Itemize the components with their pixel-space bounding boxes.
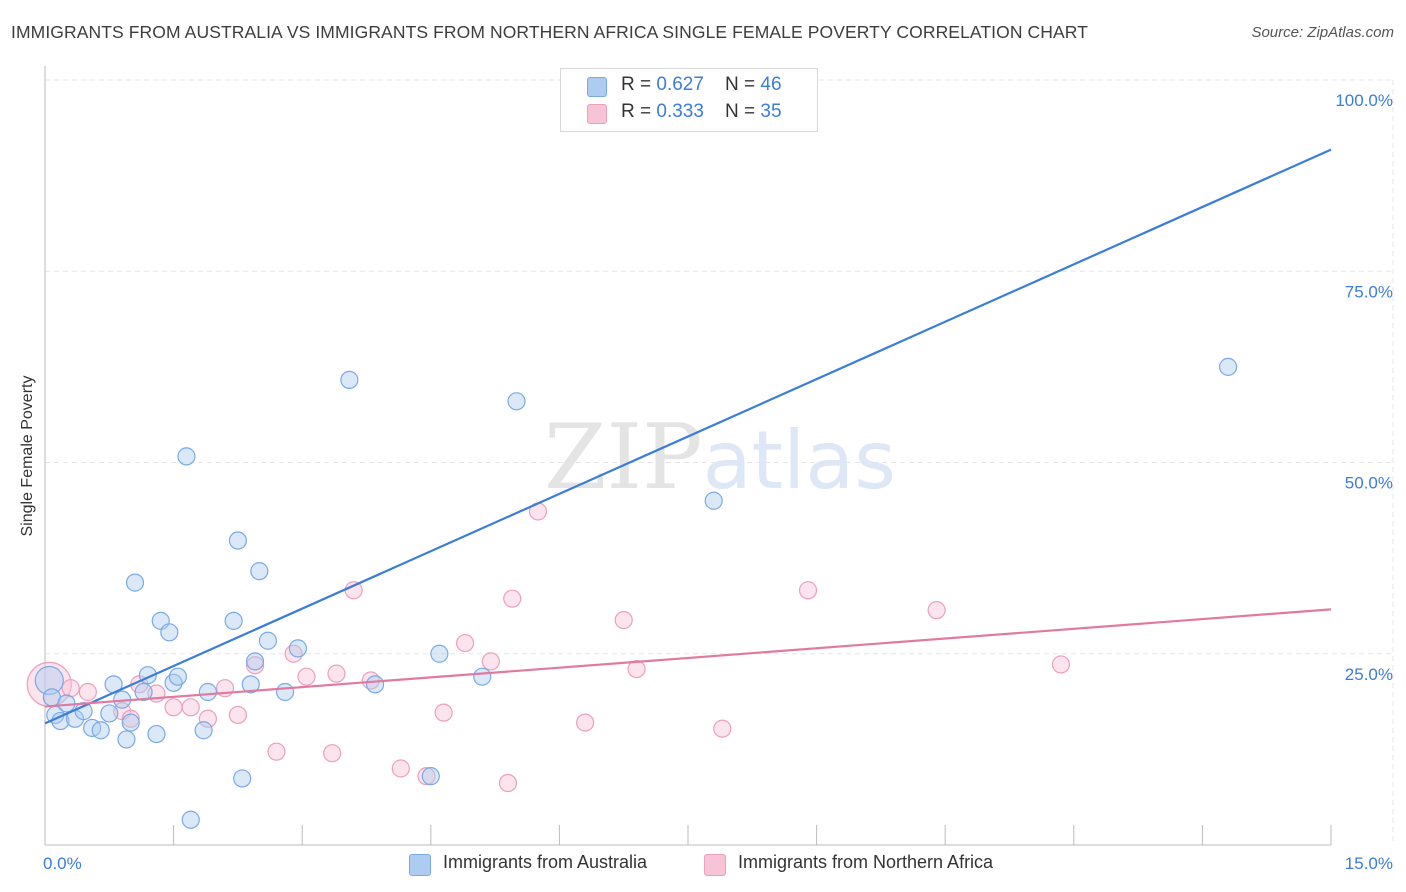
data-point	[430, 644, 449, 663]
data-point	[391, 759, 410, 778]
data-point	[125, 573, 145, 592]
data-point	[121, 709, 140, 728]
data-point	[228, 531, 247, 550]
r-value: 0.333	[656, 101, 704, 122]
data-point	[455, 633, 475, 653]
tick-labels: 25.0% 50.0% 75.0% 100.0% 0.0% 15.0%	[43, 91, 1393, 873]
n-value: 35	[760, 101, 782, 122]
data-point	[168, 667, 187, 686]
x-tick-label: 0.0%	[43, 854, 82, 873]
series-legend: Immigrants from Australia Immigrants fro…	[0, 852, 1406, 878]
data-point	[250, 562, 269, 581]
data-point	[498, 773, 518, 793]
n-label: N =	[725, 101, 761, 122]
correlation-legend: R = 0.627 N = 46 R = 0.333 N = 35	[560, 68, 818, 132]
watermark-atlas: atlas	[703, 414, 896, 507]
data-point	[267, 742, 286, 761]
x-tick-label: 15.0%	[1345, 854, 1393, 873]
legend-swatch-blue	[587, 77, 607, 97]
legend-text-australia: R = 0.627 N = 46	[621, 74, 782, 96]
data-point	[228, 705, 247, 725]
data-point	[327, 664, 346, 683]
r-value: 0.627	[656, 74, 704, 95]
data-point	[417, 767, 436, 786]
data-point	[117, 730, 136, 749]
data-point	[194, 721, 213, 740]
data-point	[481, 652, 500, 671]
grid-lines	[45, 79, 1394, 845]
trend-line-australia	[44, 148, 1332, 725]
data-point	[507, 392, 526, 411]
data-point	[177, 447, 196, 466]
data-point	[258, 631, 278, 650]
data-point	[627, 659, 646, 679]
data-point	[434, 703, 453, 722]
data-point	[147, 724, 166, 744]
data-point	[91, 721, 110, 740]
data-point	[576, 713, 595, 732]
data-point	[181, 698, 200, 717]
data-point	[927, 601, 946, 620]
data-point	[245, 656, 265, 675]
legend-label-northern-africa: Immigrants from Northern Africa	[738, 852, 994, 872]
data-point	[1051, 655, 1071, 674]
data-point	[713, 719, 732, 738]
data-point	[798, 581, 818, 600]
data-point	[297, 667, 316, 686]
watermark: ZIPatlas	[544, 405, 896, 510]
r-label: R =	[621, 101, 657, 122]
legend-text-northern-africa: R = 0.333 N = 35	[621, 101, 782, 123]
data-point	[164, 698, 183, 717]
data-point	[61, 679, 80, 698]
data-point	[1219, 357, 1238, 376]
data-point	[245, 652, 265, 671]
y-tick-label: 100.0%	[1335, 91, 1393, 110]
legend-swatch-pink	[704, 854, 726, 876]
watermark-zip: ZIP	[544, 405, 703, 510]
data-point	[78, 682, 97, 702]
data-point	[241, 675, 260, 694]
data-point	[198, 709, 217, 728]
n-value: 46	[760, 74, 782, 95]
n-label: N =	[725, 74, 761, 95]
legend-swatch-pink	[587, 104, 607, 124]
data-point	[421, 767, 440, 786]
series-australia-points	[34, 70, 1238, 829]
series-northern-africa-points	[26, 502, 1071, 793]
data-point	[473, 667, 492, 686]
data-point	[34, 665, 64, 696]
y-tick-label: 25.0%	[1345, 665, 1393, 684]
data-point	[275, 682, 295, 702]
data-point	[233, 769, 252, 788]
y-tick-label: 75.0%	[1345, 282, 1393, 301]
source-label: Source: ZipAtlas.com	[1251, 24, 1394, 41]
data-point	[288, 639, 308, 658]
data-point	[134, 682, 153, 702]
data-point	[614, 610, 633, 630]
axes	[44, 66, 1332, 846]
trend-line-northern-africa	[44, 608, 1332, 708]
chart-title: IMMIGRANTS FROM AUSTRALIA VS IMMIGRANTS …	[11, 22, 1089, 42]
data-point	[365, 675, 385, 694]
y-tick-label: 50.0%	[1345, 474, 1393, 493]
data-point	[340, 370, 359, 389]
data-point	[198, 682, 217, 702]
r-label: R =	[621, 74, 657, 95]
data-point	[224, 611, 243, 630]
data-point	[323, 744, 342, 763]
data-point	[100, 704, 119, 723]
data-point	[704, 491, 723, 510]
legend-swatch-blue	[409, 854, 431, 876]
data-point	[121, 713, 140, 732]
data-point	[181, 810, 200, 829]
trend-lines	[44, 148, 1332, 725]
data-point	[503, 589, 522, 608]
data-point	[344, 581, 363, 600]
legend-label-australia: Immigrants from Australia	[443, 852, 648, 872]
data-point	[160, 623, 179, 642]
